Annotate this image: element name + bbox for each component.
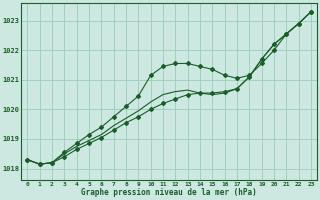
X-axis label: Graphe pression niveau de la mer (hPa): Graphe pression niveau de la mer (hPa) — [81, 188, 257, 197]
